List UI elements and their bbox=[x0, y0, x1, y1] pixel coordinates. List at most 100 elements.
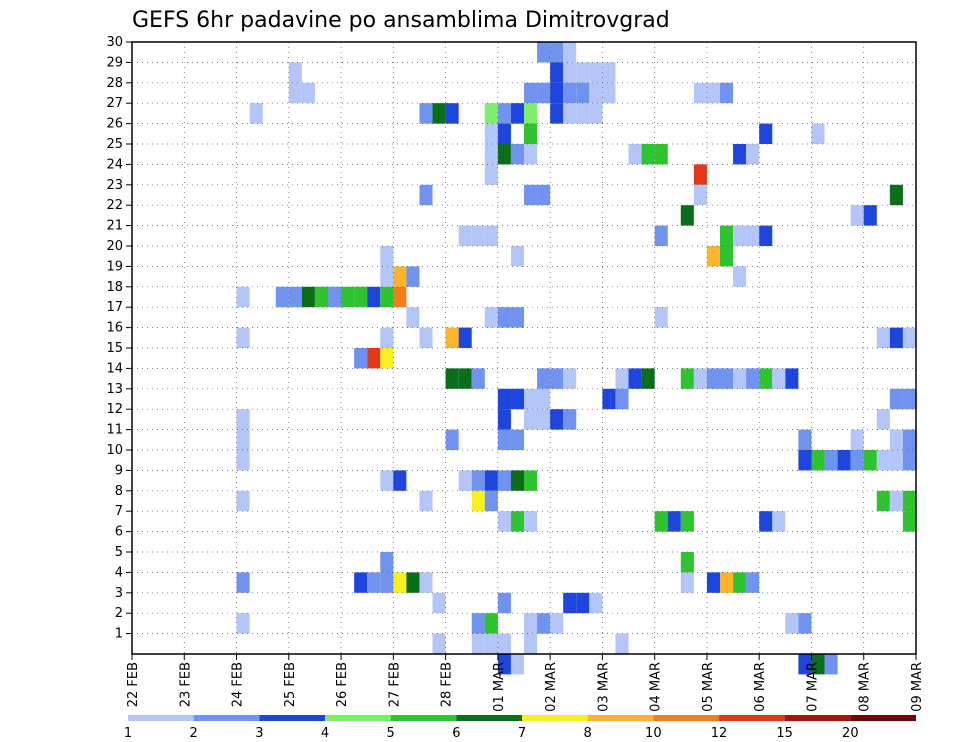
heatmap-cell bbox=[602, 62, 616, 83]
x-tick-label: 02 MAR bbox=[544, 662, 559, 712]
colorbar-swatch bbox=[653, 715, 719, 721]
heatmap-cell bbox=[354, 348, 368, 369]
heatmap-cell bbox=[667, 511, 681, 532]
heatmap-cell bbox=[785, 368, 799, 389]
colorbar-swatch bbox=[522, 715, 588, 721]
heatmap-cell bbox=[432, 592, 446, 614]
x-tick-label: 05 MAR bbox=[701, 662, 716, 712]
heatmap-cell bbox=[471, 470, 485, 491]
heatmap-cell bbox=[720, 368, 734, 389]
heatmap-cell bbox=[759, 123, 773, 144]
heatmap-cell bbox=[497, 144, 511, 165]
heatmap-cell bbox=[497, 511, 511, 532]
heatmap-cell bbox=[550, 368, 564, 389]
heatmap-cell bbox=[458, 368, 472, 389]
heatmap-cell bbox=[510, 144, 524, 165]
y-tick-label: 2 bbox=[115, 606, 123, 621]
y-tick-label: 3 bbox=[115, 586, 123, 601]
y-tick-label: 19 bbox=[106, 259, 123, 274]
heatmap-cell bbox=[419, 184, 433, 206]
heatmap-cell bbox=[576, 592, 590, 614]
heatmap-cell bbox=[550, 409, 564, 430]
heatmap-cell bbox=[484, 144, 498, 165]
y-tick-label: 23 bbox=[106, 178, 123, 193]
heatmap-cell bbox=[589, 62, 603, 83]
heatmap-cell bbox=[680, 511, 694, 532]
colorbar-label: 15 bbox=[776, 726, 793, 741]
heatmap-cell bbox=[510, 511, 524, 532]
heatmap-cell bbox=[654, 225, 668, 246]
heatmap-cell bbox=[902, 450, 916, 471]
y-axis-ticks: 1234567891011121314151617181920212223242… bbox=[106, 35, 132, 642]
x-tick-label: 08 MAR bbox=[858, 662, 873, 712]
heatmap-cell bbox=[393, 266, 407, 287]
heatmap-cell bbox=[563, 592, 577, 614]
y-tick-label: 27 bbox=[106, 96, 123, 111]
heatmap-cell bbox=[288, 82, 302, 104]
colorbar-swatch bbox=[128, 715, 194, 721]
heatmap-cell bbox=[236, 429, 250, 450]
heatmap-cell bbox=[680, 572, 694, 593]
heatmap-cell bbox=[524, 144, 538, 165]
heatmap-cell bbox=[615, 633, 629, 654]
heatmap-cell bbox=[889, 490, 903, 512]
heatmap-cell bbox=[654, 511, 668, 532]
heatmap-cell bbox=[811, 450, 825, 471]
heatmap-cell bbox=[850, 429, 864, 450]
heatmap-cell bbox=[550, 103, 564, 124]
heatmap-cell bbox=[432, 633, 446, 654]
heatmap-cell bbox=[550, 62, 564, 83]
heatmap-cell bbox=[628, 368, 642, 389]
heatmap-cell bbox=[706, 368, 720, 389]
heatmap-cell bbox=[706, 572, 720, 593]
y-tick-label: 6 bbox=[115, 525, 123, 540]
y-tick-label: 25 bbox=[106, 137, 123, 152]
heatmap-cell bbox=[497, 388, 511, 410]
heatmap-cell bbox=[576, 62, 590, 83]
heatmap-cell bbox=[524, 103, 538, 124]
heatmap-cell bbox=[876, 490, 890, 512]
heatmap-cell bbox=[458, 327, 472, 348]
heatmap-cell bbox=[524, 633, 538, 654]
heatmap-cell bbox=[524, 613, 538, 634]
heatmap-cell bbox=[772, 368, 786, 389]
heatmap-cell bbox=[550, 613, 564, 634]
colorbar-label: 20 bbox=[842, 726, 859, 741]
heatmap-cell bbox=[563, 42, 577, 63]
heatmap-cell bbox=[746, 368, 760, 389]
heatmap-cell bbox=[393, 470, 407, 491]
heatmap-cell bbox=[876, 450, 890, 471]
heatmap-cell bbox=[759, 368, 773, 389]
x-tick-label: 01 MAR bbox=[492, 662, 507, 712]
heatmap-cell bbox=[889, 327, 903, 348]
heatmap-cell bbox=[497, 123, 511, 144]
heatmap-cell bbox=[654, 144, 668, 165]
heatmap-cell bbox=[301, 82, 315, 104]
heatmap-cell bbox=[759, 511, 773, 532]
heatmap-cell bbox=[563, 62, 577, 83]
y-tick-label: 7 bbox=[115, 504, 123, 519]
x-tick-label: 23 FEB bbox=[178, 662, 193, 707]
y-tick-label: 24 bbox=[106, 157, 123, 172]
heatmap-cell bbox=[419, 572, 433, 593]
y-tick-label: 21 bbox=[106, 219, 123, 234]
heatmap-cell bbox=[524, 470, 538, 491]
heatmap-cell bbox=[510, 429, 524, 450]
heatmap-cell bbox=[785, 613, 799, 634]
heatmap-cell bbox=[850, 450, 864, 471]
heatmap-cell bbox=[445, 429, 459, 450]
heatmap-cell bbox=[602, 388, 616, 410]
y-tick-label: 8 bbox=[115, 484, 123, 499]
heatmap-cell bbox=[798, 429, 812, 450]
y-tick-label: 14 bbox=[106, 361, 123, 376]
y-tick-label: 30 bbox=[106, 35, 123, 50]
heatmap-cell bbox=[889, 429, 903, 450]
heatmap-cell bbox=[733, 144, 747, 165]
heatmap-cell bbox=[537, 82, 551, 104]
heatmap-cell bbox=[850, 205, 864, 226]
heatmap-cell bbox=[484, 490, 498, 512]
heatmap-cell bbox=[641, 144, 655, 165]
heatmap-cell bbox=[811, 123, 825, 144]
heatmap-cell bbox=[876, 409, 890, 430]
